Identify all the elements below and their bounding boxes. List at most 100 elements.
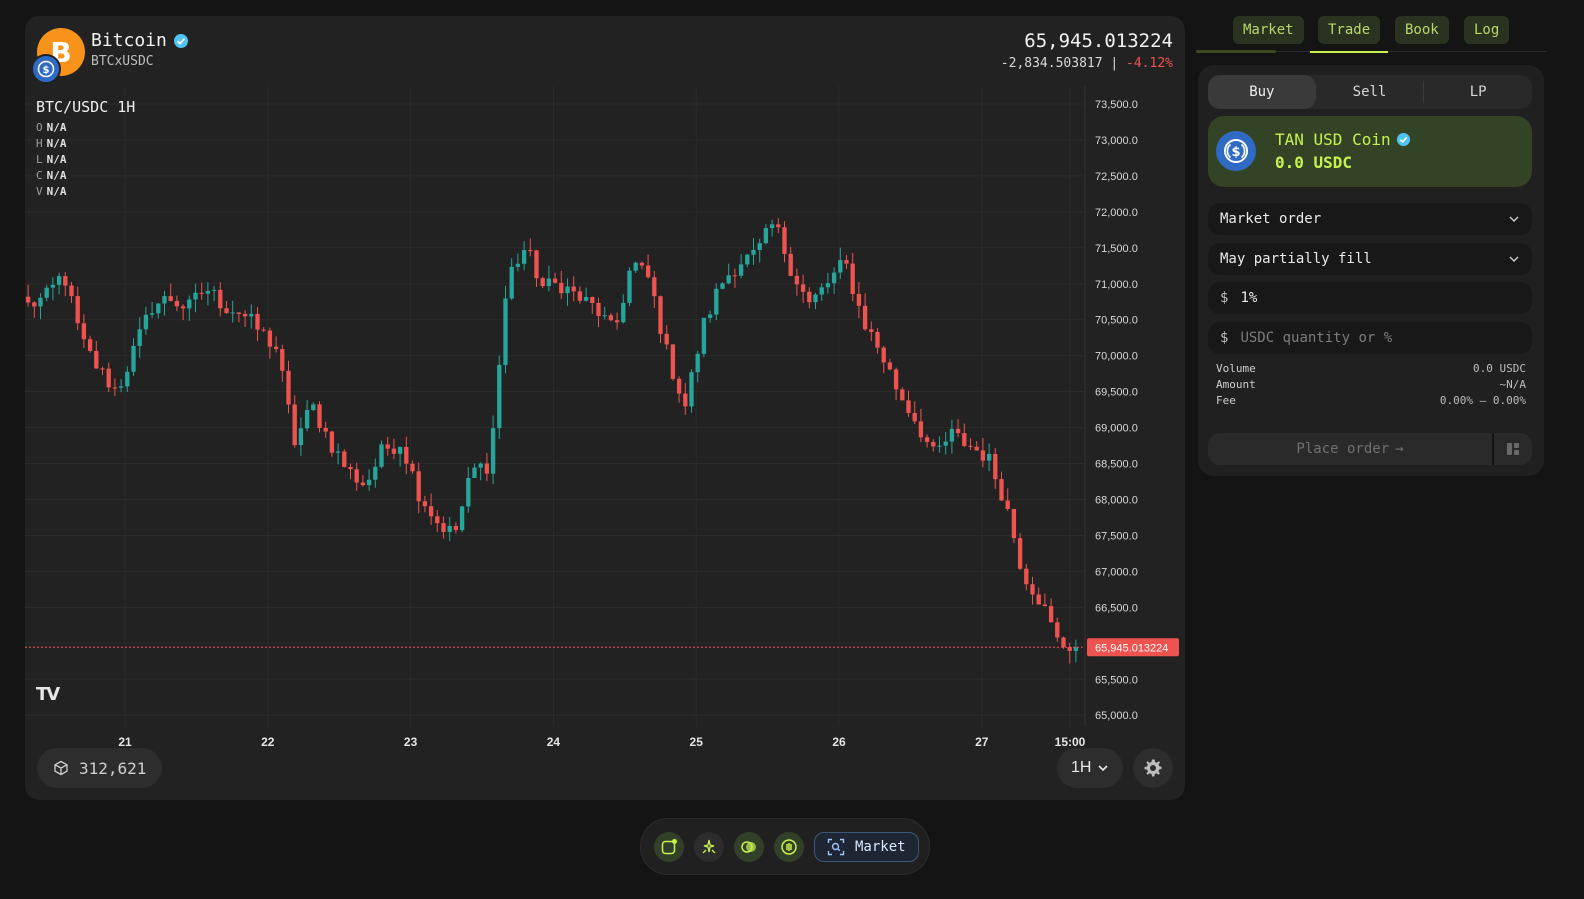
candle-body xyxy=(509,266,514,299)
last-price-line: 65,945.013224 xyxy=(25,638,1179,657)
ohlc-row: V N/A xyxy=(36,185,67,198)
candle-body xyxy=(788,253,793,276)
candle-body xyxy=(807,291,812,303)
candle-body xyxy=(546,278,552,287)
candle-body xyxy=(720,283,725,289)
candle-body xyxy=(472,467,477,478)
order-options-button[interactable] xyxy=(1494,442,1532,456)
tools-button[interactable] xyxy=(694,831,724,862)
chart-grid xyxy=(25,86,1086,726)
candle-body xyxy=(162,296,167,304)
candle-body xyxy=(81,323,87,340)
svg-text:$: $ xyxy=(43,65,50,76)
candle-body xyxy=(1030,584,1035,595)
change-separator: | xyxy=(1110,56,1119,71)
bottom-toolbar: Market xyxy=(640,818,930,875)
candle-body xyxy=(614,320,620,323)
candle-body xyxy=(683,393,688,407)
y-tick-label: 68,500.0 xyxy=(1095,459,1138,471)
candle-body xyxy=(193,292,198,300)
candle-body xyxy=(292,404,297,446)
candle-body xyxy=(422,501,428,507)
asset-name[interactable]: Bitcoin xyxy=(91,30,189,51)
market-search-button[interactable]: Market xyxy=(814,831,919,862)
side-buy-button[interactable]: Buy xyxy=(1208,75,1316,109)
x-tick-label: 21 xyxy=(118,735,132,746)
price-chart[interactable]: 73,500.0 73,000.0 72,500.0 72,000.0 71,500.0… xyxy=(25,86,1185,746)
candle-body xyxy=(304,409,310,429)
candle-body xyxy=(168,296,173,301)
notes-button[interactable] xyxy=(654,831,684,862)
candle-body xyxy=(664,333,669,345)
y-tick-label: 65,000.0 xyxy=(1095,710,1138,722)
candle-body xyxy=(819,287,824,295)
y-tick-label: 73,000.0 xyxy=(1095,135,1138,147)
candle-body xyxy=(521,250,527,264)
candle-body xyxy=(800,284,806,292)
candle-body xyxy=(701,317,707,354)
candle-body xyxy=(893,369,899,390)
candle-body xyxy=(838,260,843,273)
candle-body xyxy=(596,302,601,316)
candle-body xyxy=(862,305,868,330)
candle-body xyxy=(515,263,521,267)
order-type-select[interactable]: Market order xyxy=(1208,203,1532,235)
candle-body xyxy=(199,292,204,294)
candle-body xyxy=(552,278,558,283)
candle-body xyxy=(180,306,186,309)
candle-body xyxy=(658,296,663,334)
sparkle-icon xyxy=(702,839,716,853)
candle-body xyxy=(342,451,347,467)
chevron-down-icon xyxy=(1098,765,1109,772)
place-order-button[interactable]: Place order → xyxy=(1208,433,1532,465)
dollar-icon: $ xyxy=(1220,330,1229,346)
candle-body xyxy=(267,330,273,347)
candle-body xyxy=(528,250,533,252)
price-change: -2,834.503817 | -4.12% xyxy=(1001,56,1173,71)
chart-settings-button[interactable] xyxy=(1133,748,1173,788)
candle-body xyxy=(751,249,756,255)
candle-body xyxy=(311,404,316,410)
summary-fee: Fee 0.00% — 0.00% xyxy=(1216,394,1526,407)
quantity-input[interactable]: $ USDC quantity or % xyxy=(1208,322,1532,354)
theme-toggle-button[interactable] xyxy=(734,831,764,862)
side-sell-button[interactable]: Sell xyxy=(1352,84,1387,100)
layout-icon xyxy=(1507,443,1519,455)
tab-trade[interactable]: Trade xyxy=(1318,16,1381,44)
last-price: 65,945.013224 xyxy=(1024,30,1173,52)
x-tick-label: 27 xyxy=(975,735,989,746)
side-lp-button[interactable]: LP xyxy=(1469,84,1487,100)
dollar-icon: $ xyxy=(1220,290,1229,306)
y-tick-label: 72,000.0 xyxy=(1095,207,1138,219)
tab-market[interactable]: Market xyxy=(1233,16,1304,44)
y-tick-label: 66,500.0 xyxy=(1095,602,1138,614)
candle-body xyxy=(211,289,217,291)
usdc-icon: $ xyxy=(1216,131,1256,171)
candle-body xyxy=(639,262,645,266)
tab-book[interactable]: Book xyxy=(1395,16,1449,44)
candle-body xyxy=(1017,538,1023,569)
block-height: 312,621 xyxy=(37,748,163,788)
tradingview-logo[interactable]: TV xyxy=(36,684,60,705)
candle-body xyxy=(745,254,750,265)
chart-title: BTC/USDC 1H xyxy=(36,98,136,116)
slippage-input[interactable]: $ 1% xyxy=(1208,282,1532,314)
token-card[interactable]: $ TAN USD Coin 0.0 USDC xyxy=(1208,116,1532,187)
candle-body xyxy=(844,260,849,264)
fill-policy-select[interactable]: May partially fill xyxy=(1208,243,1532,275)
candle-body xyxy=(590,296,595,303)
candle-body xyxy=(329,431,335,453)
candle-body xyxy=(714,288,719,315)
y-tick-label: 73,500.0 xyxy=(1095,99,1138,111)
candle-body xyxy=(273,346,279,350)
candle-body xyxy=(410,463,415,472)
candle-body xyxy=(993,453,998,480)
tab-log[interactable]: Log xyxy=(1464,16,1510,44)
candle-body xyxy=(1055,622,1060,638)
timeframe-select[interactable]: 1H xyxy=(1057,748,1124,788)
candle-body xyxy=(354,469,359,483)
chevron-down-icon xyxy=(1509,216,1519,222)
candle-body xyxy=(503,298,508,365)
x-tick-label: 23 xyxy=(404,735,418,746)
broadcast-button[interactable] xyxy=(774,831,804,862)
